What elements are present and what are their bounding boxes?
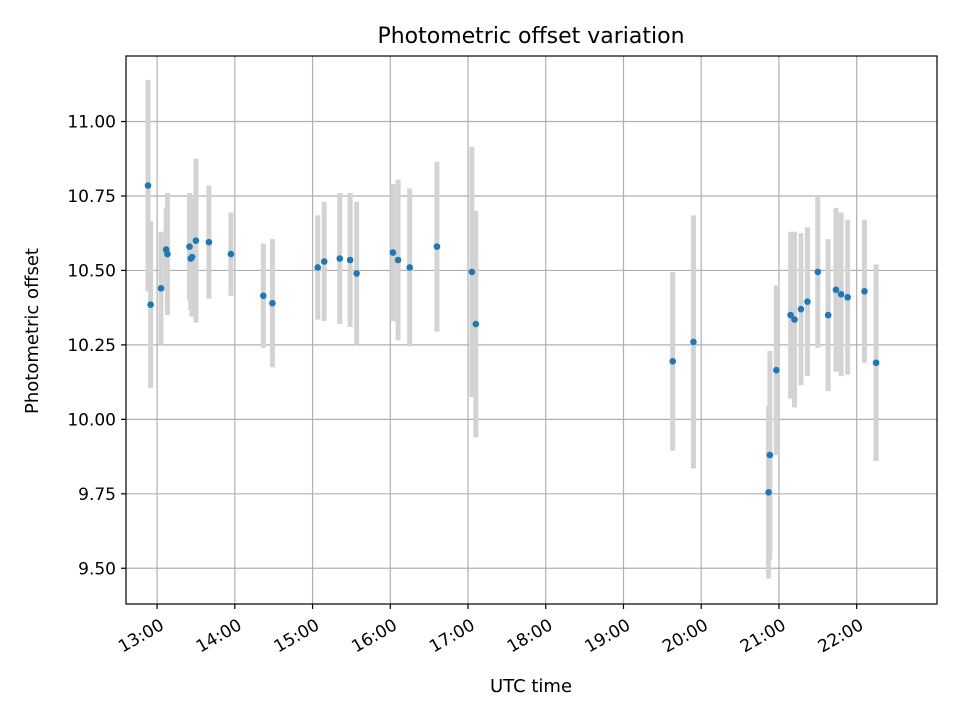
data-point: [389, 249, 397, 256]
data-point: [824, 311, 832, 319]
x-tick-label: 19:00: [582, 615, 634, 657]
data-points: [144, 182, 880, 496]
data-point: [144, 182, 152, 189]
data-point: [804, 298, 811, 306]
data-point: [227, 250, 235, 258]
data-point: [186, 243, 193, 250]
x-tick-label: 18:00: [504, 615, 556, 657]
data-point: [832, 286, 840, 294]
data-point: [773, 366, 780, 374]
x-tick-label: 17:00: [426, 615, 478, 657]
y-tick-label: 10.50: [67, 261, 116, 281]
data-point: [433, 243, 441, 250]
data-point: [394, 256, 402, 264]
data-point: [787, 311, 794, 319]
grid-lines: [126, 56, 937, 604]
data-point: [320, 258, 328, 265]
x-tick-label: 16:00: [348, 615, 400, 657]
data-point: [314, 264, 322, 271]
error-bars: [145, 79, 879, 579]
data-point: [797, 305, 805, 313]
chart-title: Photometric offset variation: [377, 24, 684, 49]
data-point: [468, 268, 476, 276]
data-point: [147, 301, 154, 308]
data-point: [205, 238, 213, 246]
data-point: [346, 256, 354, 264]
x-tick-label: 20:00: [659, 615, 711, 657]
y-tick-label: 11.00: [67, 113, 116, 133]
y-tick-label: 10.25: [67, 336, 116, 356]
data-point: [336, 255, 344, 262]
data-point: [765, 489, 772, 496]
plot-frame: [125, 55, 938, 605]
data-point: [872, 359, 880, 367]
x-tick-label: 13:00: [115, 615, 167, 657]
data-point: [260, 292, 267, 300]
data-point: [157, 285, 165, 292]
data-point: [472, 320, 480, 328]
y-tick-label: 10.75: [67, 187, 116, 207]
x-tick-label: 15:00: [271, 615, 323, 657]
data-point: [269, 299, 276, 307]
data-point: [192, 237, 200, 244]
data-point: [690, 338, 697, 346]
y-tick-label: 10.00: [67, 410, 116, 430]
data-point: [669, 357, 677, 365]
y-tick-label: 9.50: [78, 559, 116, 579]
x-axis-label: UTC time: [490, 676, 572, 697]
data-point: [814, 268, 822, 276]
x-tick-label: 14:00: [193, 615, 245, 657]
data-point: [844, 293, 851, 301]
y-tick-label: 9.75: [78, 485, 116, 505]
data-point: [406, 264, 414, 271]
data-point: [837, 290, 845, 298]
y-axis-label: Photometric offset: [22, 248, 43, 414]
data-point: [766, 451, 774, 459]
data-point: [353, 270, 360, 277]
x-tick-label: 22:00: [815, 615, 867, 657]
x-tick-label: 21:00: [737, 615, 789, 657]
data-point: [861, 287, 868, 295]
data-point: [791, 316, 798, 323]
data-point: [164, 250, 171, 258]
data-point: [188, 253, 196, 261]
